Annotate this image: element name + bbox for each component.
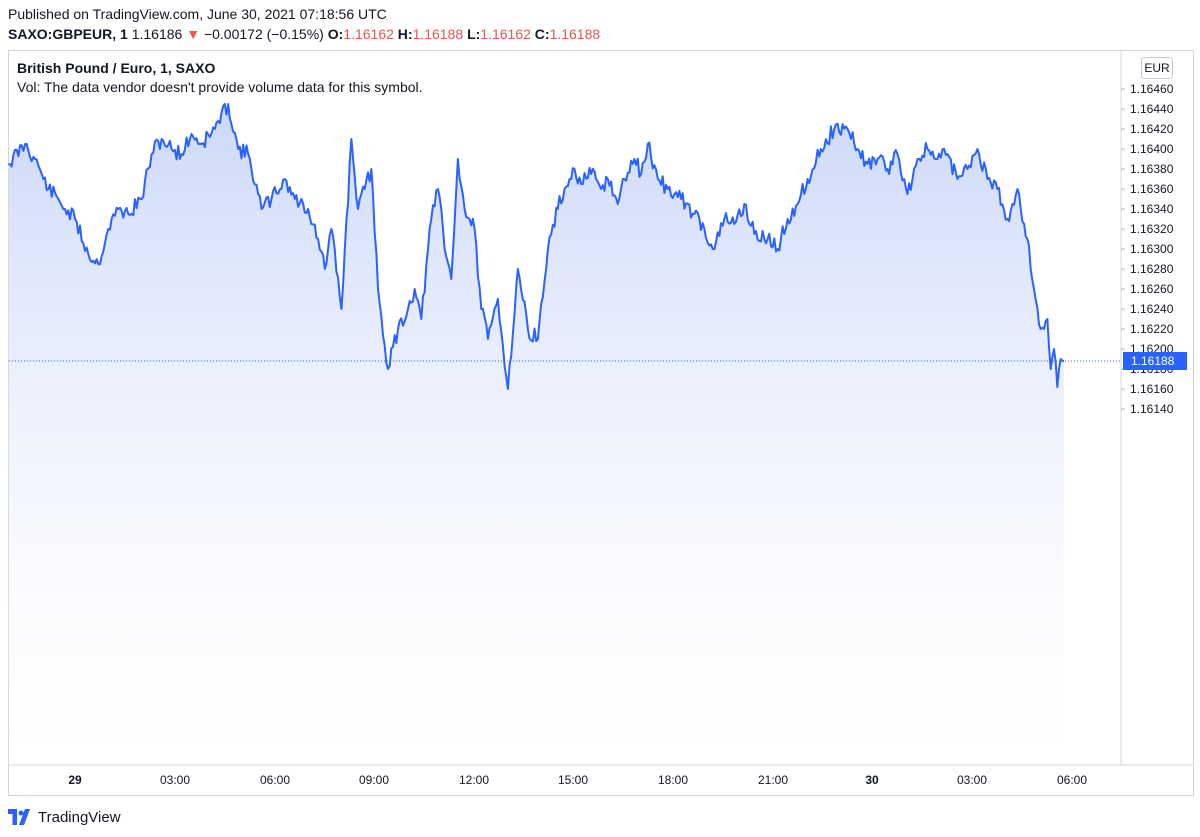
price-change: −0.00172 (−0.15%) — [203, 26, 324, 42]
y-tick-label: 1.16160 — [1130, 382, 1174, 396]
y-tick-label: 1.16420 — [1130, 122, 1174, 136]
y-tick-label: 1.16380 — [1130, 162, 1174, 176]
x-tick-label: 18:00 — [658, 773, 688, 787]
y-tick-label: 1.16320 — [1130, 222, 1174, 236]
x-tick-label: 06:00 — [1057, 773, 1087, 787]
current-price-badge — [1123, 352, 1187, 370]
y-tick-label: 1.16220 — [1130, 322, 1174, 336]
current-price-label: 1.16188 — [1131, 354, 1175, 368]
y-tick-label: 1.16340 — [1130, 202, 1174, 216]
close-value: 1.16188 — [549, 26, 601, 42]
x-tick-label: 03:00 — [957, 773, 987, 787]
price-line[interactable] — [8, 102, 1065, 390]
x-tick-label: 09:00 — [359, 773, 389, 787]
y-tick-label: 1.16360 — [1130, 182, 1174, 196]
low-value: 1.16162 — [480, 26, 531, 42]
open-label: O: — [327, 26, 344, 42]
last-price: 1.16186 — [131, 26, 183, 42]
y-tick-label: 1.16260 — [1130, 282, 1174, 296]
volume-note: Vol: The data vendor doesn't provide vol… — [17, 79, 423, 95]
x-tick-label: 06:00 — [260, 773, 290, 787]
symbol-ohlc-line: SAXO:GBPEUR, 1 1.16186 ▼ −0.00172 (−0.15… — [8, 26, 600, 42]
series-legend-title: British Pound / Euro, 1, SAXO — [17, 60, 216, 76]
y-tick-label: 1.16300 — [1130, 242, 1174, 256]
close-label: C: — [534, 26, 550, 42]
high-label: H: — [397, 26, 413, 42]
down-arrow-icon: ▼ — [186, 26, 201, 42]
footer-brand[interactable]: TradingView — [8, 806, 121, 828]
y-tick-label: 1.16280 — [1130, 262, 1174, 276]
y-tick-label: 1.16400 — [1130, 142, 1174, 156]
x-tick-label: 21:00 — [758, 773, 788, 787]
x-tick-label: 03:00 — [160, 773, 190, 787]
symbol-name: SAXO:GBPEUR, 1 — [8, 26, 128, 42]
low-label: L: — [467, 26, 481, 42]
y-tick-label: 1.16440 — [1130, 102, 1174, 116]
footer-brand-label: TradingView — [38, 808, 121, 826]
tradingview-logo-icon — [8, 809, 30, 825]
x-tick-label: 30 — [865, 773, 879, 787]
x-tick-label: 12:00 — [459, 773, 489, 787]
y-tick-label: 1.16140 — [1130, 402, 1174, 416]
x-tick-label: 29 — [68, 773, 82, 787]
published-line: Published on TradingView.com, June 30, 2… — [8, 6, 387, 22]
currency-button[interactable]: EUR — [1141, 57, 1173, 79]
high-value: 1.16188 — [412, 26, 464, 42]
y-tick-label: 1.16240 — [1130, 302, 1174, 316]
y-tick-label: 1.16460 — [1130, 82, 1174, 96]
x-tick-label: 15:00 — [558, 773, 588, 787]
open-value: 1.16162 — [343, 26, 394, 42]
price-area-fill — [8, 103, 1064, 765]
